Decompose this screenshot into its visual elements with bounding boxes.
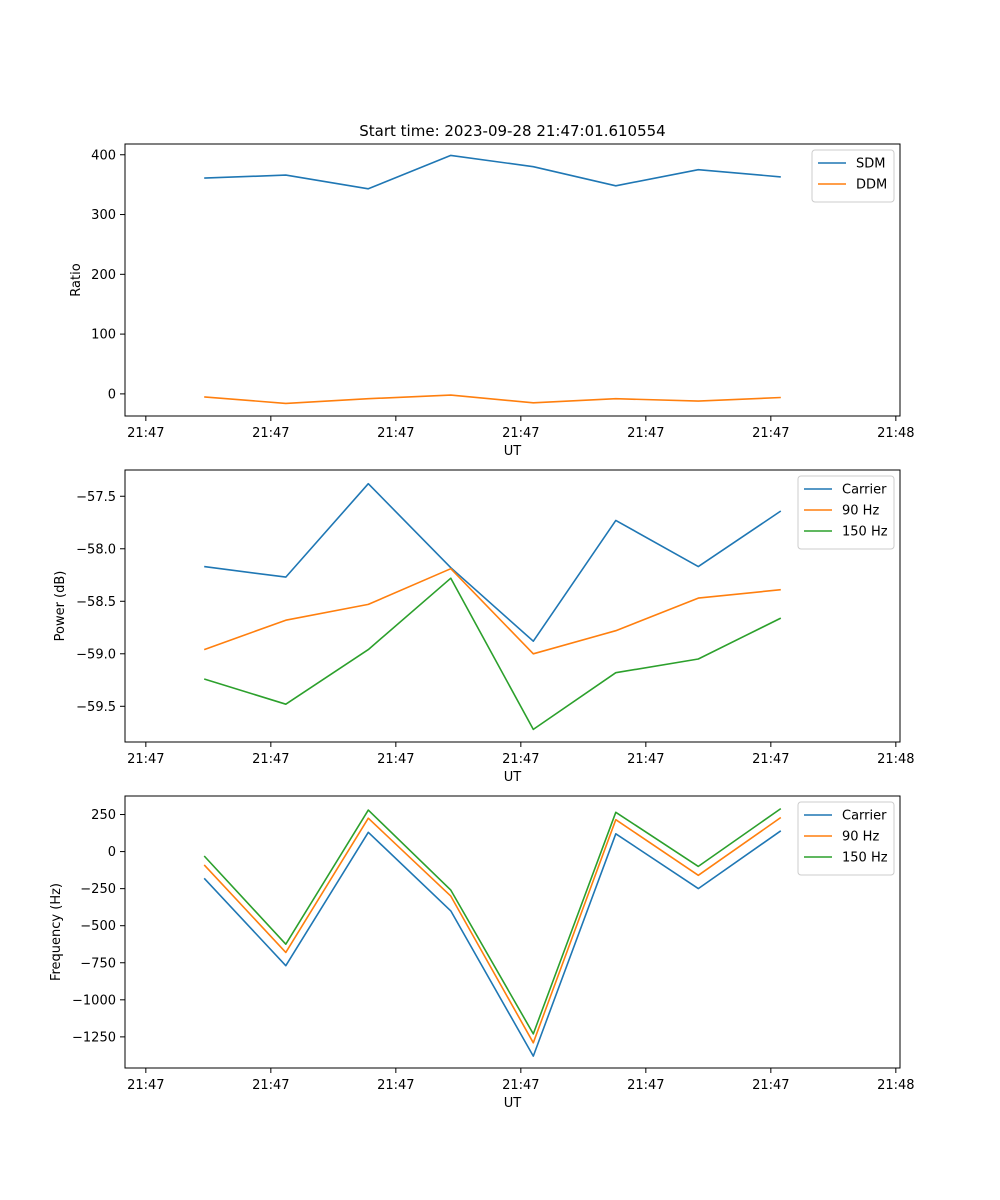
x-tick-label: 21:48 [877,426,914,441]
series-line-90-hz [203,816,782,1044]
x-tick-label: 21:47 [752,752,789,767]
legend-label: 150 Hz [842,851,888,866]
y-tick-label: −59.5 [76,700,116,715]
x-tick-label: 21:47 [127,752,164,767]
plot-area [125,144,900,416]
y-axis-label: Frequency (Hz) [49,883,64,981]
series-line-ddm [204,394,781,405]
y-tick-label: 0 [108,845,116,860]
x-tick-label: 21:47 [627,1078,664,1093]
y-tick-label: 400 [91,148,116,163]
legend-label: 90 Hz [842,504,879,519]
plot-frame [124,795,901,1069]
x-tick-label: 21:47 [627,752,664,767]
series-line-carrier [203,830,782,1057]
x-axis-ticks: 21:47 21:47 21:47 21:47 21:47 21:47 21:48 [127,742,915,767]
legend: Carrier 90 Hz 150 Hz [797,801,895,876]
x-tick-label: 21:48 [877,752,914,767]
plot-area [125,470,900,742]
x-axis-label: UT [504,444,522,459]
series-line-sdm [204,154,781,190]
subplot-1: Start time: 2023-09-28 21:47:01.610554 21… [69,122,915,459]
legend: Carrier 90 Hz 150 Hz [797,475,895,550]
plot-area [125,796,900,1068]
x-tick-label: 21:47 [377,752,414,767]
legend: SDM DDM [811,149,895,203]
y-tick-label: 250 [91,808,116,823]
x-tick-label: 21:47 [377,426,414,441]
y-axis-ticks: −57.5 −58.0 −58.5 −59.0 −59.5 [76,490,125,715]
series-line-150-hz [203,807,782,1035]
y-tick-label: 0 [108,387,116,402]
x-axis-label: UT [504,1096,522,1111]
x-tick-label: 21:48 [877,1078,914,1093]
x-tick-label: 21:47 [502,1078,539,1093]
series-line-carrier [204,482,782,643]
y-tick-label: −1000 [72,993,116,1008]
chart-title: Start time: 2023-09-28 21:47:01.610554 [359,122,665,140]
series-line-150-hz [203,577,782,731]
y-tick-label: −59.0 [76,647,116,662]
series-group [204,154,781,405]
subplot-3: 21:47 21:47 21:47 21:47 21:47 21:47 21:48 250 0 −… [49,795,915,1111]
x-axis-label: UT [504,770,522,785]
series-line-90-hz [203,567,781,655]
y-axis-ticks: 250 0 −250 −500 −750 −1000 −1250 [72,808,125,1045]
x-tick-label: 21:47 [752,426,789,441]
y-tick-label: −58.0 [76,542,116,557]
y-tick-label: −57.5 [76,490,116,505]
x-tick-label: 21:47 [502,752,539,767]
x-tick-label: 21:47 [627,426,664,441]
y-axis-ticks: 0 100 200 300 400 [91,148,125,402]
y-tick-label: 200 [91,268,116,283]
x-tick-label: 21:47 [252,426,289,441]
y-tick-label: −58.5 [76,595,116,610]
x-tick-label: 21:47 [252,752,289,767]
x-axis-ticks: 21:47 21:47 21:47 21:47 21:47 21:47 21:48 [127,416,915,441]
y-tick-label: −500 [80,919,116,934]
plot-frame [124,469,901,743]
legend-label: 90 Hz [842,830,879,845]
x-tick-label: 21:47 [252,1078,289,1093]
series-group [203,482,782,731]
y-tick-label: 300 [91,208,116,223]
x-tick-label: 21:47 [127,426,164,441]
legend-label: DDM [856,178,887,193]
legend-label: 150 Hz [842,525,888,540]
x-tick-label: 21:47 [752,1078,789,1093]
series-group [203,807,782,1057]
y-tick-label: −750 [80,956,116,971]
x-tick-label: 21:47 [127,1078,164,1093]
legend-label: SDM [856,157,885,172]
x-tick-label: 21:47 [502,426,539,441]
y-axis-label: Ratio [69,263,84,296]
subplot-2: 21:47 21:47 21:47 21:47 21:47 21:47 21:48 −57.5… [53,469,915,785]
legend-label: Carrier [842,483,887,498]
x-tick-label: 21:47 [377,1078,414,1093]
plot-frame [124,143,901,417]
y-tick-label: −250 [80,882,116,897]
legend-label: Carrier [842,809,887,824]
y-tick-label: 100 [91,328,116,343]
x-axis-ticks: 21:47 21:47 21:47 21:47 21:47 21:47 21:48 [127,1068,915,1093]
y-tick-label: −1250 [72,1030,116,1045]
y-axis-label: Power (dB) [53,571,68,642]
